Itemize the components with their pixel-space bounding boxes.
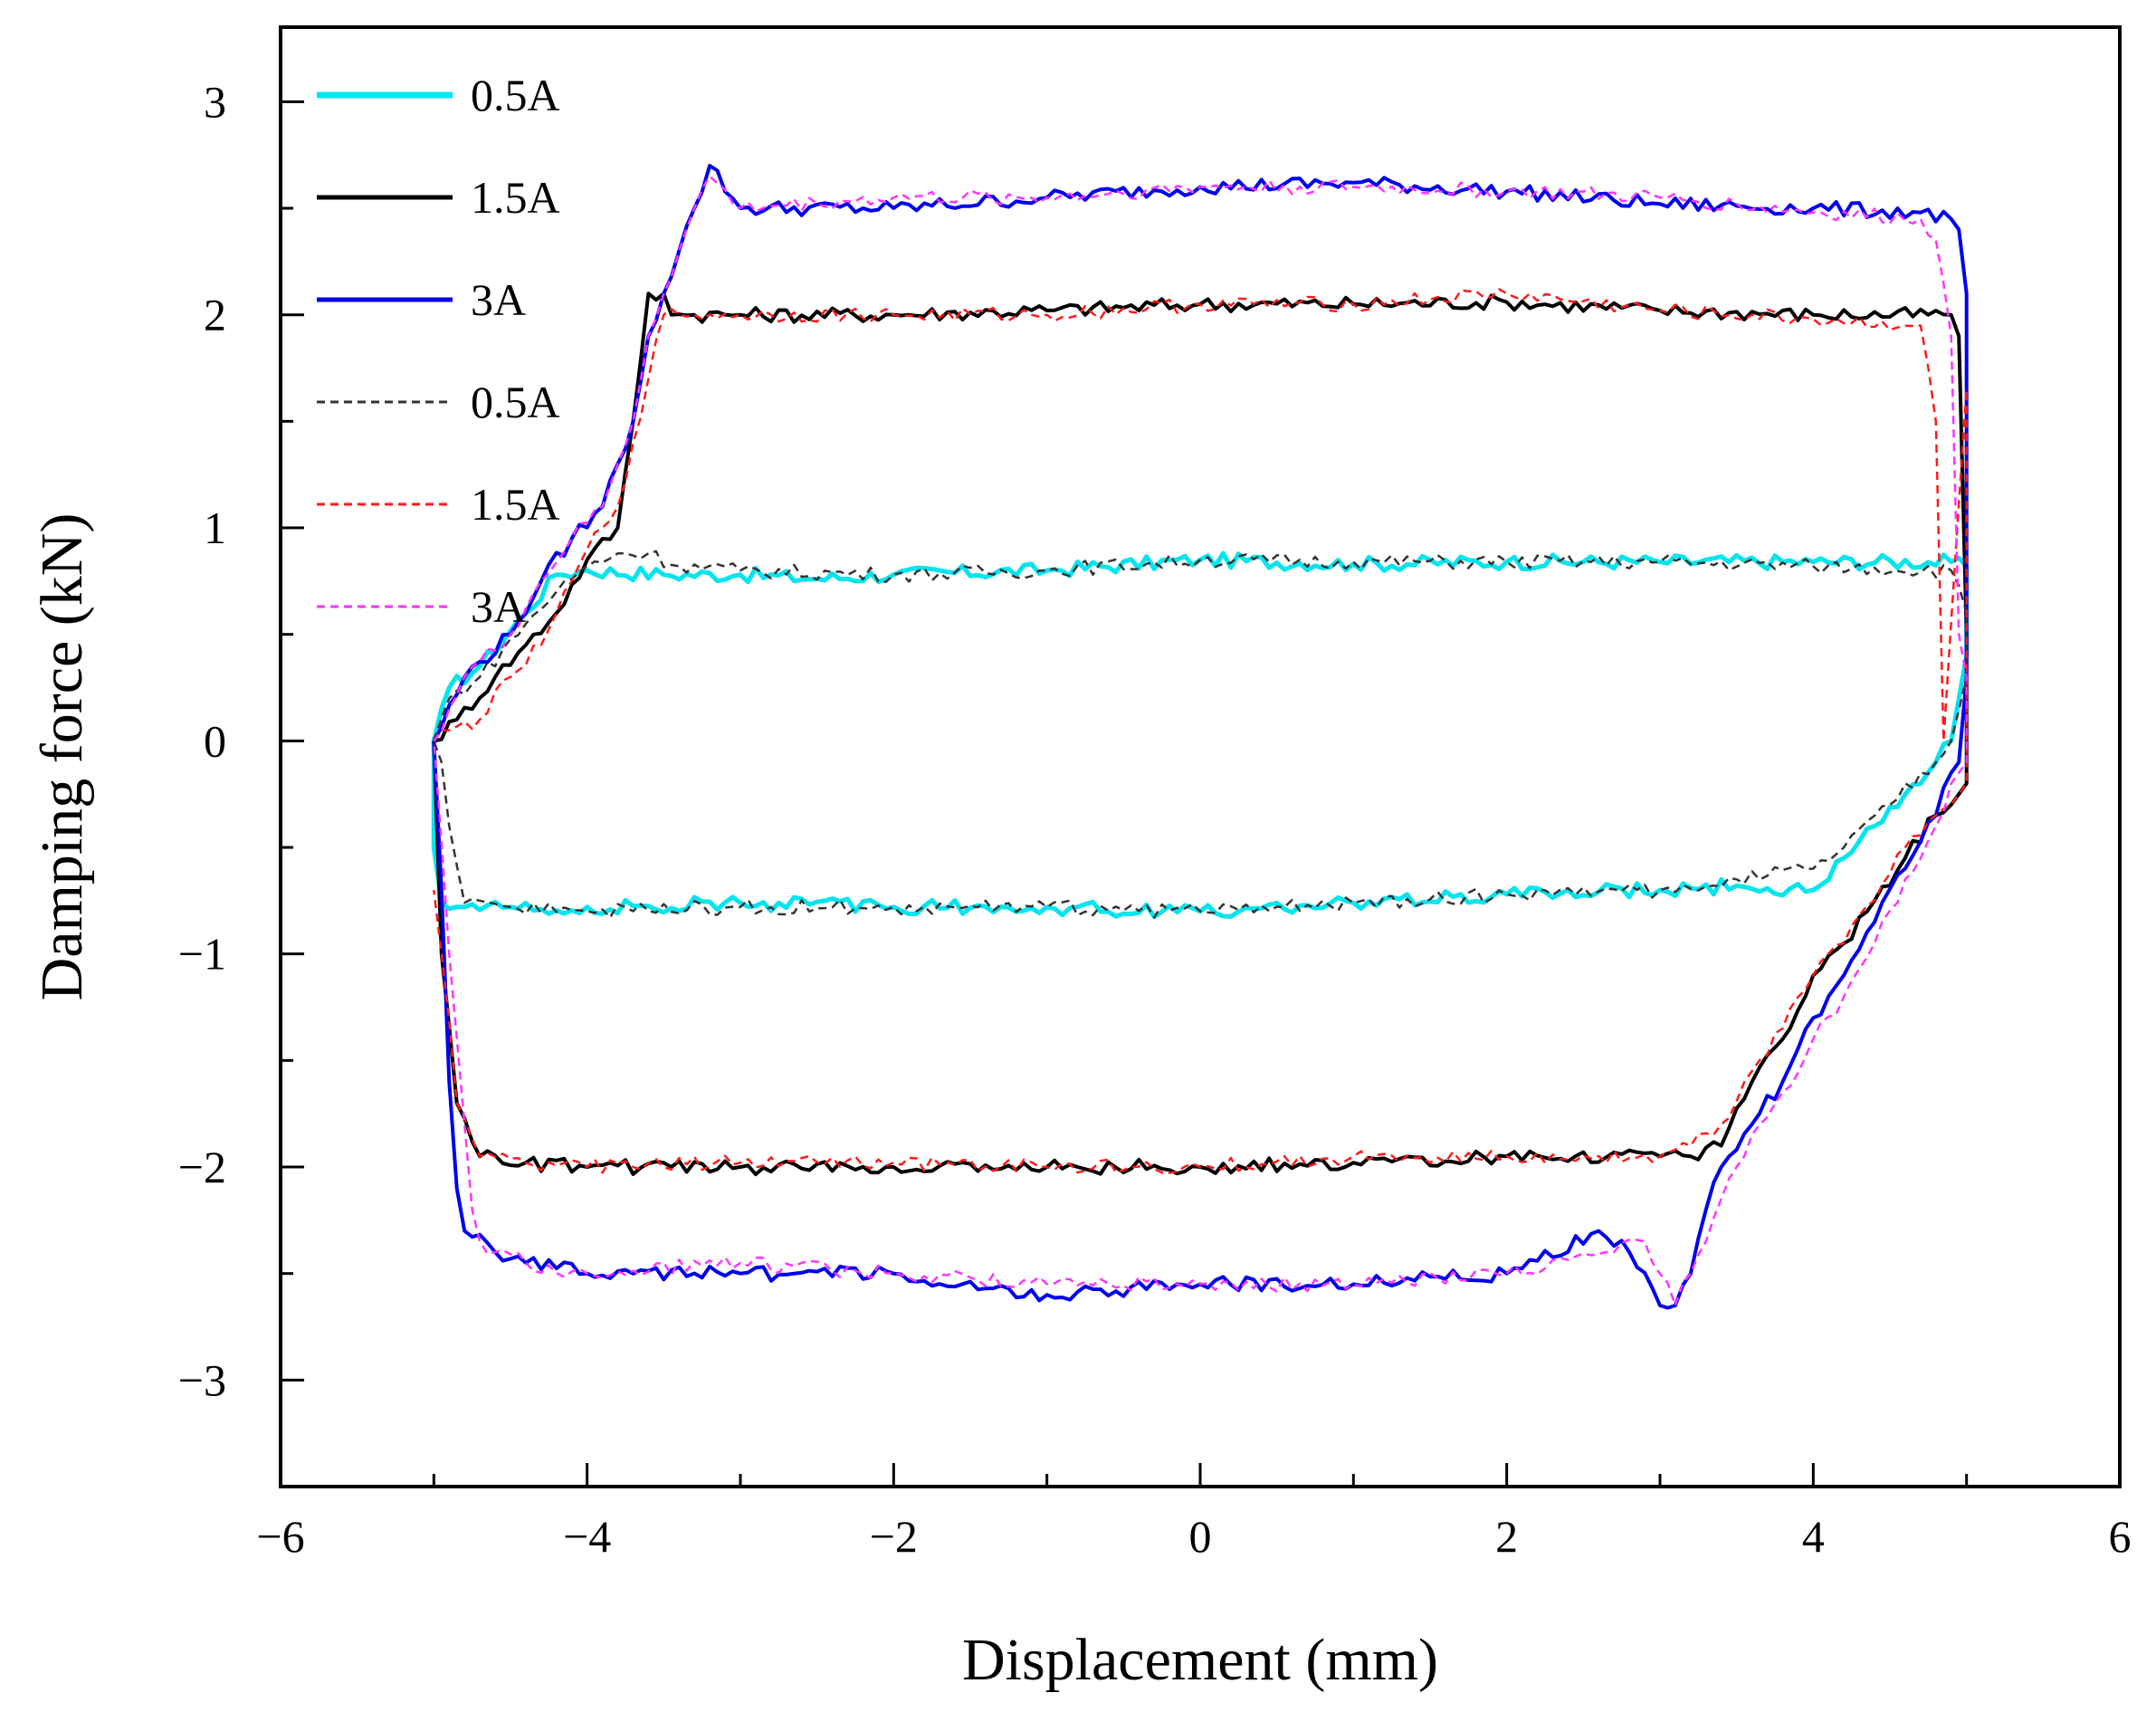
x-tick-label: 4 xyxy=(1802,1511,1825,1562)
y-axis-title: Damping force (kN) xyxy=(29,513,95,1001)
x-tick-label: 6 xyxy=(2109,1511,2132,1562)
series-line-4-dashed xyxy=(433,550,1968,919)
series-layer xyxy=(431,164,1970,1310)
x-tick-label: −2 xyxy=(870,1511,918,1562)
y-tick-label: 0 xyxy=(204,715,226,766)
legend-label-6: 3A xyxy=(471,581,526,632)
y-tick-label: −3 xyxy=(178,1354,226,1405)
y-tick-label: 3 xyxy=(204,76,226,127)
series-line-3-solid xyxy=(432,164,1969,1310)
x-axis: −6 −4 −2 0 2 4 6 xyxy=(256,1463,2132,1562)
x-axis-title: Displacement (mm) xyxy=(962,1627,1438,1693)
x-tick-label: −4 xyxy=(563,1511,611,1562)
legend-label-3: 3A xyxy=(471,274,526,325)
legend-label-2: 1.5A xyxy=(471,172,560,223)
series-line-2-solid xyxy=(432,292,1969,1177)
x-tick-label: −6 xyxy=(256,1511,304,1562)
x-tick-label: 0 xyxy=(1189,1511,1212,1562)
legend-label-4: 0.5A xyxy=(471,377,560,427)
legend-label-5: 1.5A xyxy=(471,479,560,530)
legend-label-1: 0.5A xyxy=(471,70,560,120)
series-line-1-solid xyxy=(431,550,1970,920)
y-tick-label: 1 xyxy=(204,502,226,553)
x-tick-label: 2 xyxy=(1495,1511,1518,1562)
y-tick-label: 2 xyxy=(204,290,226,340)
y-axis: −3 −2 −1 0 1 2 3 xyxy=(178,76,304,1488)
series-line-5-dashed xyxy=(433,288,1968,1174)
legend: 0.5A 1.5A 3A 0.5A 1.5A 3A xyxy=(317,70,560,632)
series-line-6-dashed xyxy=(433,175,1968,1307)
y-tick-label: −2 xyxy=(178,1142,226,1192)
y-tick-label: −1 xyxy=(178,929,226,980)
